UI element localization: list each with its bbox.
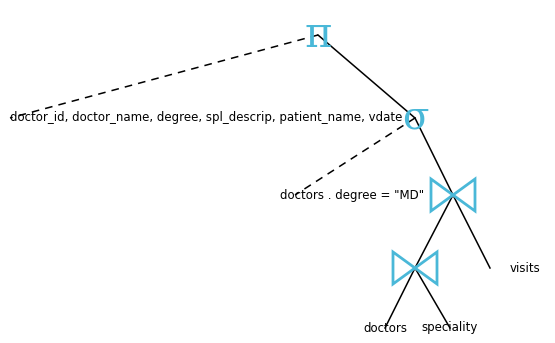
Text: π: π	[304, 14, 332, 56]
Text: doctors: doctors	[363, 321, 407, 334]
Text: doctor_id, doctor_name, degree, spl_descrip, patient_name, vdate: doctor_id, doctor_name, degree, spl_desc…	[10, 111, 402, 125]
Text: speciality: speciality	[422, 321, 478, 334]
Text: σ: σ	[402, 99, 428, 137]
Text: visits: visits	[510, 261, 541, 274]
Text: doctors . degree = "MD": doctors . degree = "MD"	[280, 189, 424, 201]
